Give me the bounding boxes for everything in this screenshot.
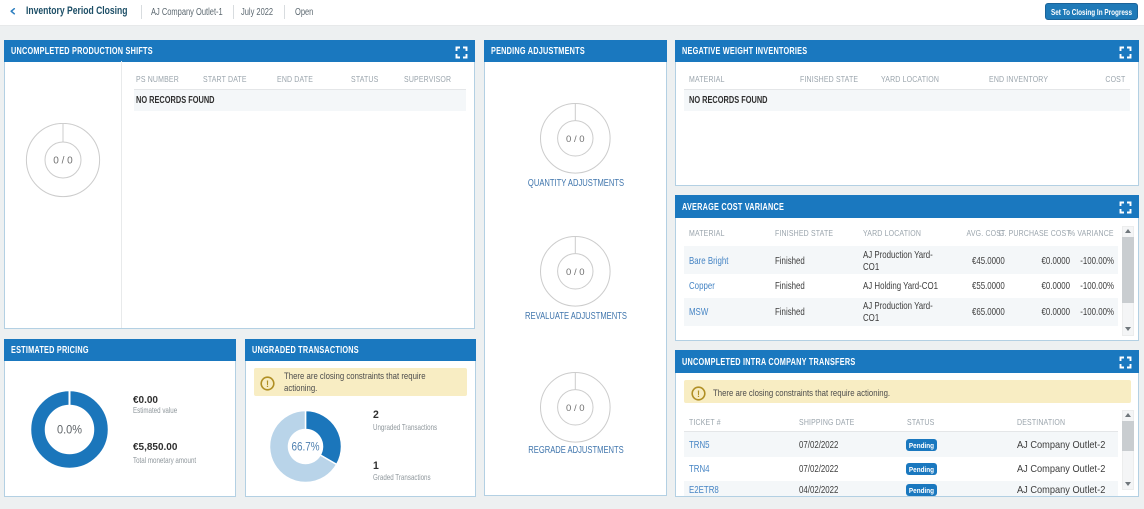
svg-text:0 / 0: 0 / 0 (566, 134, 585, 145)
svg-text:!: ! (697, 389, 700, 399)
svg-text:66.7%: 66.7% (292, 440, 320, 454)
svg-text:0 / 0: 0 / 0 (53, 156, 73, 167)
svg-text:0.0%: 0.0% (57, 425, 82, 437)
svg-text:0 / 0: 0 / 0 (566, 267, 585, 278)
svg-text:0 / 0: 0 / 0 (566, 403, 585, 414)
svg-text:!: ! (266, 379, 269, 389)
